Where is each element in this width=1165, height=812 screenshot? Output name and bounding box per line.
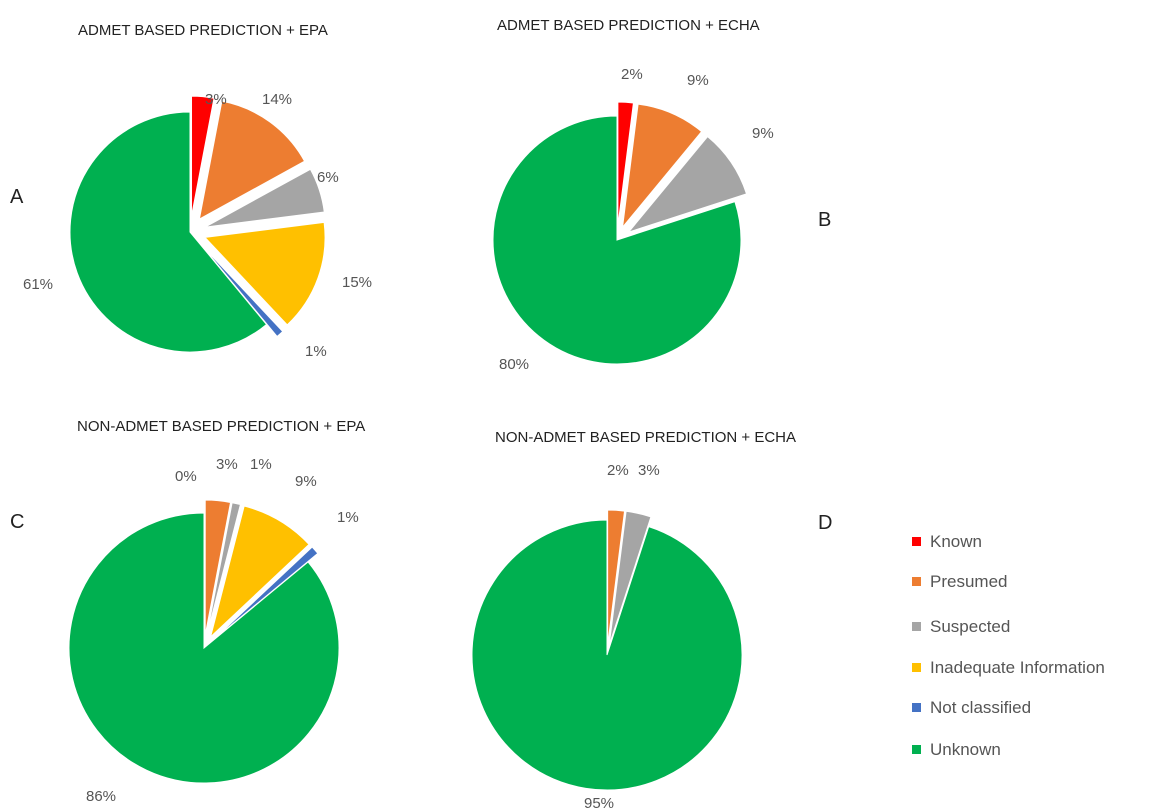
- legend-swatch-presumed: [912, 577, 921, 586]
- chart-title-c: NON-ADMET BASED PREDICTION + EPA: [77, 418, 365, 435]
- pie-slice-known: [191, 95, 215, 217]
- pie-slice-suspected: [627, 135, 748, 234]
- pie-slice-not-classified: [213, 546, 319, 640]
- legend-item-suspected: Suspected: [912, 617, 1010, 636]
- slice-label-suspected: 6%: [317, 169, 339, 186]
- legend-item-known: Known: [912, 532, 982, 551]
- legend-label-not-classified: Not classified: [930, 698, 1031, 717]
- legend-item-inadequate: Inadequate Information: [912, 658, 1105, 677]
- slice-label-suspected: 1%: [250, 456, 272, 473]
- legend-label-suspected: Suspected: [930, 617, 1010, 636]
- slice-label-presumed: 14%: [262, 91, 292, 108]
- legend-item-not-classified: Not classified: [912, 698, 1031, 717]
- legend-label-presumed: Presumed: [930, 572, 1007, 591]
- legend-swatch-suspected: [912, 622, 921, 631]
- pie-slice-known: [617, 101, 634, 227]
- pie-panel-b: ADMET BASED PREDICTION + ECHA B 2% 9% 9%…: [492, 17, 831, 373]
- legend-swatch-not-classified: [912, 703, 921, 712]
- pie-slice-not-classified: [200, 243, 284, 338]
- pie-slice-presumed: [621, 103, 703, 229]
- chart-title-d: NON-ADMET BASED PREDICTION + ECHA: [495, 429, 796, 446]
- pie-slice-unknown: [492, 115, 742, 365]
- pie-slice-presumed: [204, 499, 232, 636]
- pie-slices-c: [68, 499, 340, 784]
- pie-slice-inadequate-information: [209, 505, 310, 639]
- legend-label-unknown: Unknown: [930, 740, 1001, 759]
- pie-slices-a: [69, 95, 326, 353]
- panel-letter-a: A: [10, 186, 24, 208]
- legend-item-presumed: Presumed: [912, 572, 1007, 591]
- legend-label-known: Known: [930, 532, 982, 551]
- pie-slice-presumed: [198, 100, 306, 221]
- pie-slice-presumed: [607, 509, 626, 646]
- pie-panel-a: ADMET BASED PREDICTION + EPA A 3% 14% 6%…: [10, 22, 372, 360]
- pie-panel-d: NON-ADMET BASED PREDICTION + ECHA D 2% 3…: [471, 429, 832, 812]
- pie-slices-b: [492, 101, 748, 365]
- panel-letter-d: D: [818, 512, 832, 534]
- pie-slice-unknown: [471, 519, 743, 791]
- slice-label-suspected: 9%: [752, 125, 774, 142]
- chart-title-a: ADMET BASED PREDICTION + EPA: [78, 22, 328, 39]
- legend-label-inadequate: Inadequate Information: [930, 658, 1105, 677]
- legend-item-unknown: Unknown: [912, 740, 1001, 759]
- legend: Known Presumed Suspected Inadequate Info…: [912, 532, 1105, 759]
- slice-label-unknown: 86%: [86, 788, 116, 805]
- legend-swatch-inadequate: [912, 663, 921, 672]
- chart-title-b: ADMET BASED PREDICTION + ECHA: [497, 17, 760, 34]
- pie-slice-suspected: [206, 502, 242, 636]
- slice-label-unknown: 95%: [584, 795, 614, 812]
- pie-slice-inadequate-information: [204, 221, 326, 326]
- slice-label-unknown: 80%: [499, 356, 529, 373]
- pie-slice-suspected: [204, 168, 325, 228]
- pie-panel-c: NON-ADMET BASED PREDICTION + EPA C 0% 3%…: [10, 418, 365, 805]
- slice-label-inadequate: 15%: [342, 274, 372, 291]
- slice-label-known: 0%: [175, 468, 197, 485]
- legend-swatch-unknown: [912, 745, 921, 754]
- slice-label-presumed: 3%: [216, 456, 238, 473]
- pie-slices-d: [471, 509, 743, 791]
- slice-label-known: 2%: [621, 66, 643, 83]
- pie-slice-unknown: [69, 111, 268, 353]
- pie-slice-suspected: [608, 510, 652, 646]
- panel-letter-b: B: [818, 209, 831, 231]
- slice-label-inadequate: 9%: [295, 473, 317, 490]
- pie-slice-unknown: [68, 512, 340, 784]
- legend-swatch-known: [912, 537, 921, 546]
- slice-label-suspected: 3%: [638, 462, 660, 479]
- slice-label-known: 3%: [205, 91, 227, 108]
- slice-label-not-classified: 1%: [305, 343, 327, 360]
- slice-label-presumed: 9%: [687, 72, 709, 89]
- slice-label-not-classified: 1%: [337, 509, 359, 526]
- slice-label-unknown: 61%: [23, 276, 53, 293]
- slice-label-presumed: 2%: [607, 462, 629, 479]
- panel-letter-c: C: [10, 511, 24, 533]
